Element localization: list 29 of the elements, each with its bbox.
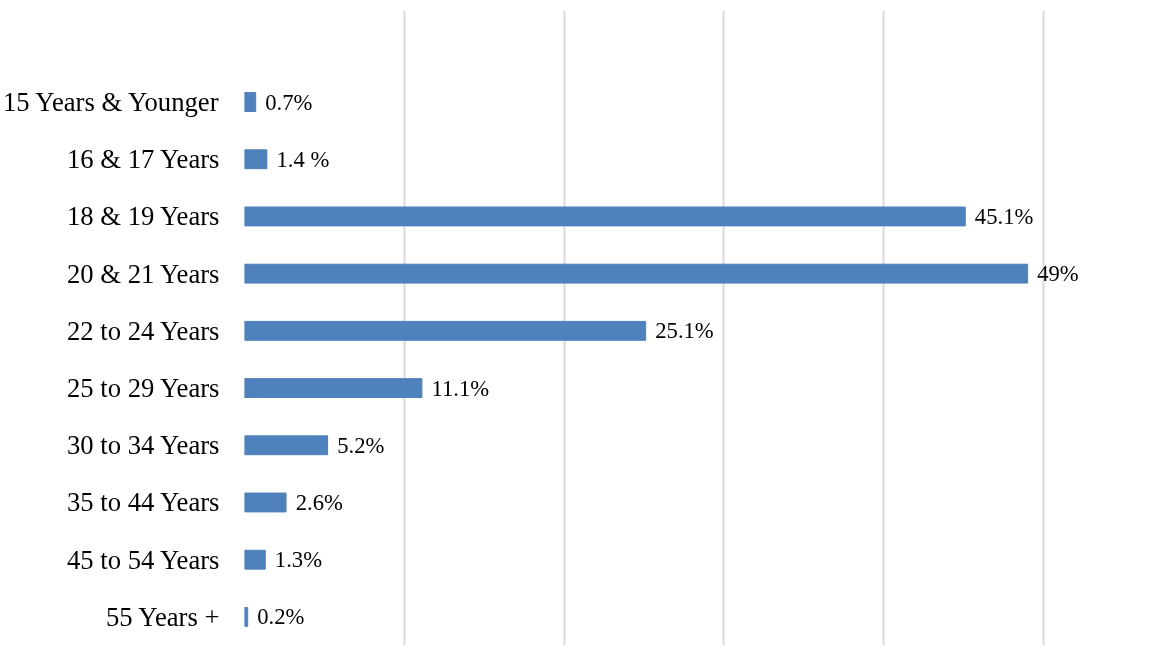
bar — [244, 320, 647, 341]
y-tick-label: 25 to 29 Years — [66, 373, 220, 404]
y-tick-label: 16 & 17 Years — [66, 144, 220, 175]
bar — [244, 435, 329, 456]
data-label: 49% — [1037, 261, 1079, 287]
data-label: 45.1% — [974, 203, 1034, 229]
y-tick-label: 30 to 34 Years — [66, 430, 220, 461]
y-tick-label: 22 to 24 Years — [66, 315, 220, 346]
bar — [244, 378, 423, 399]
data-label: 0.2% — [257, 604, 305, 630]
data-label: 1.3% — [274, 547, 323, 573]
y-tick-label: 18 & 19 Years — [66, 201, 220, 232]
bar — [244, 549, 266, 570]
bar — [244, 92, 257, 112]
data-label: 0.7% — [265, 89, 313, 115]
bar — [244, 263, 1029, 284]
y-tick-label: 35 to 44 Years — [66, 487, 220, 518]
bar — [244, 206, 966, 227]
data-label: 5.2% — [337, 432, 385, 458]
bar — [244, 149, 268, 170]
y-tick-label: 45 to 54 Years — [66, 544, 220, 575]
data-label: 1.4 % — [276, 146, 330, 172]
bar — [244, 492, 287, 513]
y-tick-label: 55 Years + — [105, 601, 220, 632]
y-tick-label: 15 Years & Younger — [3, 87, 219, 118]
data-label: 25.1% — [655, 318, 714, 344]
y-tick-label: 20 & 21 Years — [66, 258, 220, 289]
data-label: 11.1% — [431, 375, 490, 401]
data-label: 2.6% — [295, 489, 343, 515]
